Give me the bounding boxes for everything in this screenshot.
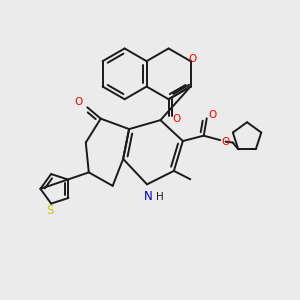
Text: O: O (75, 97, 83, 107)
Text: S: S (46, 204, 53, 217)
Text: O: O (172, 114, 180, 124)
Text: N: N (144, 190, 153, 203)
Text: O: O (188, 54, 196, 64)
Text: O: O (208, 110, 216, 120)
Text: H: H (156, 192, 164, 202)
Text: O: O (221, 136, 230, 147)
